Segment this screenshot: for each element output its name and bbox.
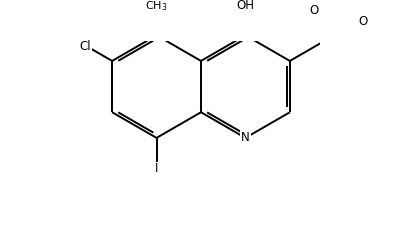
Text: N: N [241,131,250,144]
Text: OH: OH [237,0,254,12]
Text: CH$_3$: CH$_3$ [145,0,168,13]
Text: Cl: Cl [80,40,91,53]
Text: O: O [358,15,367,28]
Text: O: O [309,4,318,17]
Text: I: I [155,162,158,175]
